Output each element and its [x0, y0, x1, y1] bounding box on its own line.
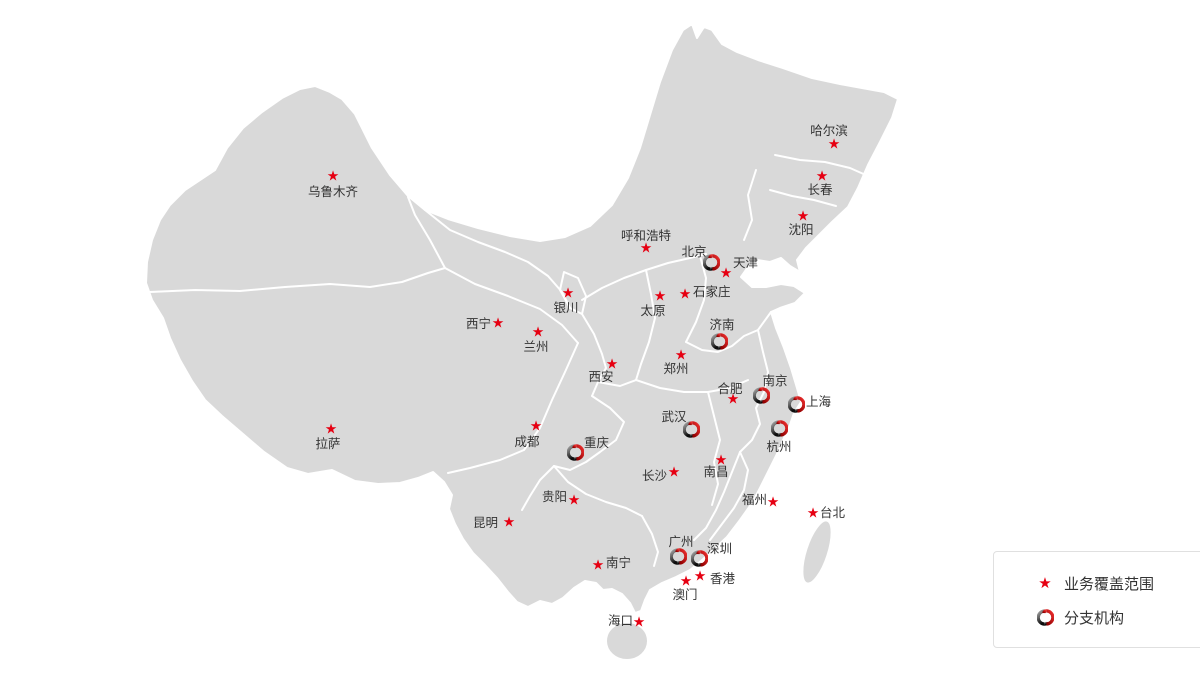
city-label: 台北 [820, 504, 846, 520]
city-label: 南宁 [606, 554, 632, 570]
city-label: 银川 [553, 299, 579, 315]
covered-city-marker[interactable]: ★ [591, 557, 605, 574]
city-label: 天津 [733, 254, 759, 270]
city-label: 深圳 [707, 540, 733, 556]
city-label: 长春 [807, 181, 833, 197]
legend-branch-label: 分支机构 [1064, 608, 1125, 627]
covered-city-marker[interactable]: ★ [667, 464, 681, 481]
covered-city-marker[interactable]: ★ [678, 286, 692, 303]
province-borders [149, 154, 869, 567]
city-label: 香港 [710, 570, 736, 586]
covered-city-marker[interactable]: ★ [679, 573, 693, 590]
city-label: 沈阳 [788, 221, 814, 237]
covered-city-marker[interactable]: ★ [639, 240, 653, 257]
covered-city-marker[interactable]: ★ [529, 418, 543, 435]
city-label: 呼和浩特 [620, 227, 672, 243]
covered-city-marker[interactable]: ★ [693, 568, 707, 585]
covered-city-marker[interactable]: ★ [796, 208, 810, 225]
city-label: 兰州 [523, 338, 549, 354]
city-label: 西宁 [465, 315, 491, 331]
city-label: 成都 [514, 433, 540, 449]
covered-city-marker[interactable]: ★ [531, 324, 545, 341]
covered-city-marker[interactable]: ★ [719, 265, 733, 282]
city-label: 北京 [681, 243, 707, 259]
covered-city-marker[interactable]: ★ [674, 347, 688, 364]
covered-city-marker[interactable]: ★ [324, 421, 338, 438]
city-label: 重庆 [584, 434, 610, 450]
covered-city-marker[interactable]: ★ [726, 391, 740, 408]
branch-city-marker[interactable] [771, 420, 789, 438]
city-label: 郑州 [663, 360, 689, 376]
branch-city-marker[interactable] [567, 444, 585, 462]
hainan-island-shape [605, 621, 649, 661]
city-label: 南京 [762, 372, 788, 388]
branch-city-marker[interactable] [683, 421, 701, 439]
city-label: 海口 [607, 612, 633, 628]
city-label: 福州 [741, 491, 767, 507]
mainland-shape [145, 23, 899, 614]
city-label: 乌鲁木齐 [307, 183, 359, 199]
city-label: 济南 [709, 316, 735, 332]
branch-icon [1034, 608, 1056, 626]
city-label: 石家庄 [693, 283, 731, 299]
star-icon: ★ [1038, 573, 1052, 592]
city-label: 拉萨 [315, 435, 341, 451]
branch-city-marker[interactable] [711, 333, 729, 351]
taiwan-island-shape [801, 519, 833, 585]
branch-city-marker[interactable] [691, 550, 709, 568]
city-label: 哈尔滨 [810, 122, 848, 138]
city-label: 南昌 [703, 463, 729, 479]
legend-coverage-label: 业务覆盖范围 [1064, 574, 1155, 593]
city-label: 武汉 [661, 408, 687, 424]
covered-city-marker[interactable]: ★ [815, 168, 829, 185]
city-label: 昆明 [472, 514, 498, 530]
city-label: 杭州 [766, 438, 792, 454]
covered-city-marker[interactable]: ★ [653, 288, 667, 305]
branch-city-marker[interactable] [753, 387, 771, 405]
city-label: 贵阳 [541, 488, 567, 504]
city-label: 上海 [806, 393, 832, 409]
city-label: 太原 [640, 302, 666, 318]
legend: ★ 业务覆盖范围 分支机构 [993, 551, 1200, 648]
covered-city-marker[interactable]: ★ [806, 505, 820, 522]
covered-city-marker[interactable]: ★ [766, 494, 780, 511]
branch-city-marker[interactable] [703, 254, 721, 272]
city-label: 澳门 [672, 586, 698, 602]
covered-city-marker[interactable]: ★ [326, 168, 340, 185]
covered-city-marker[interactable]: ★ [502, 514, 516, 531]
covered-city-marker[interactable]: ★ [567, 492, 581, 509]
legend-item-branch: 分支机构 [1034, 600, 1200, 634]
legend-item-coverage: ★ 业务覆盖范围 [1034, 566, 1200, 600]
covered-city-marker[interactable]: ★ [561, 285, 575, 302]
covered-city-marker[interactable]: ★ [491, 315, 505, 332]
city-label: 长沙 [641, 467, 667, 483]
covered-city-marker[interactable]: ★ [632, 614, 646, 631]
city-label: 西安 [588, 368, 614, 384]
covered-city-marker[interactable]: ★ [605, 356, 619, 373]
branch-city-marker[interactable] [670, 548, 688, 566]
branch-city-marker[interactable] [788, 396, 806, 414]
covered-city-marker[interactable]: ★ [714, 452, 728, 469]
city-label: 合肥 [717, 380, 743, 396]
city-label: 广州 [668, 533, 694, 549]
covered-city-marker[interactable]: ★ [827, 136, 841, 153]
